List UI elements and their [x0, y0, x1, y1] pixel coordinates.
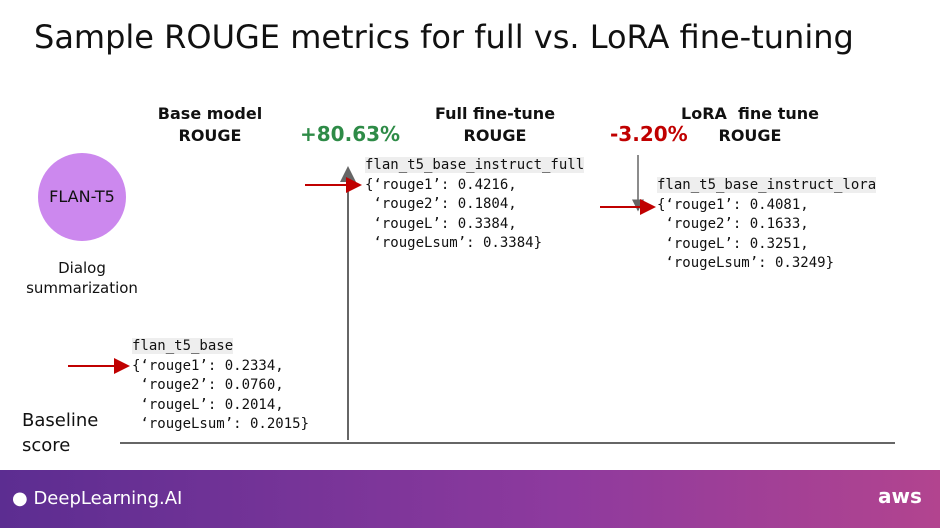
code-line: ‘rougeL’: 0.2014,	[132, 396, 284, 413]
heading: LoRA fine tune ROUGE	[660, 103, 840, 147]
baseline-label: Baseline score	[22, 408, 98, 458]
change-label: -3.20%	[610, 122, 688, 146]
heading-line: Base model	[157, 104, 263, 123]
caption-line: summarization	[26, 279, 138, 297]
heading-line: Full fine-tune	[434, 104, 556, 123]
partner-logo: aws	[878, 484, 922, 508]
heading: Base model ROUGE	[120, 103, 300, 147]
code-line: ‘rougeLsum’: 0.3249}	[657, 255, 835, 271]
brand: ● DeepLearning.AI	[12, 488, 183, 509]
code-line: {‘rouge1’: 0.4216,	[365, 176, 517, 193]
change-label: +80.63%	[300, 122, 401, 146]
code-name: flan_t5_base	[132, 337, 309, 357]
baseline-line: score	[22, 435, 71, 456]
code-name: flan_t5_base_instruct_lora	[657, 176, 877, 196]
heading-line: ROUGE	[463, 126, 527, 145]
code-name-text: flan_t5_base	[132, 338, 234, 354]
code-line: ‘rougeLsum’: 0.3384}	[365, 235, 543, 251]
model-label: FLAN-T5	[49, 187, 115, 206]
model-circle	[38, 153, 126, 241]
code-line: {‘rouge1’: 0.4081,	[657, 196, 809, 213]
heading: Full fine-tune ROUGE	[405, 103, 585, 147]
code-line: ‘rougeL’: 0.3384,	[365, 215, 517, 232]
code-name: flan_t5_base_instruct_full	[365, 156, 585, 176]
slide-title: Sample ROUGE metrics for full vs. LoRA f…	[34, 18, 854, 56]
heading-line: ROUGE	[718, 126, 782, 145]
code-line: ‘rouge2’: 0.0760,	[132, 377, 284, 393]
heading-line: LoRA fine tune	[681, 104, 819, 123]
code-line: ‘rougeL’: 0.3251,	[657, 235, 809, 252]
code-line: ‘rougeLsum’: 0.2015}	[132, 416, 310, 432]
code-name-text: flan_t5_base_instruct_lora	[657, 177, 877, 193]
code-block: flan_t5_base_instruct_full {‘rouge1’: 0.4…	[365, 156, 585, 254]
code-name-text: flan_t5_base_instruct_full	[365, 157, 585, 173]
caption-line: Dialog	[58, 259, 106, 277]
baseline-line: Baseline	[22, 410, 99, 431]
brand-text: DeepLearning.AI	[33, 488, 183, 509]
model-caption: Dialog summarization	[12, 258, 152, 298]
code-block: flan_t5_base {‘rouge1’: 0.2334, ‘rouge2’:…	[132, 337, 309, 435]
code-line: ‘rouge2’: 0.1633,	[657, 216, 809, 232]
code-block: flan_t5_base_instruct_lora {‘rouge1’: 0.4…	[657, 176, 877, 274]
footer: ● DeepLearning.AI aws	[0, 470, 940, 528]
heading-line: ROUGE	[178, 126, 242, 145]
code-line: {‘rouge1’: 0.2334,	[132, 357, 284, 374]
code-line: ‘rouge2’: 0.1804,	[365, 196, 517, 212]
